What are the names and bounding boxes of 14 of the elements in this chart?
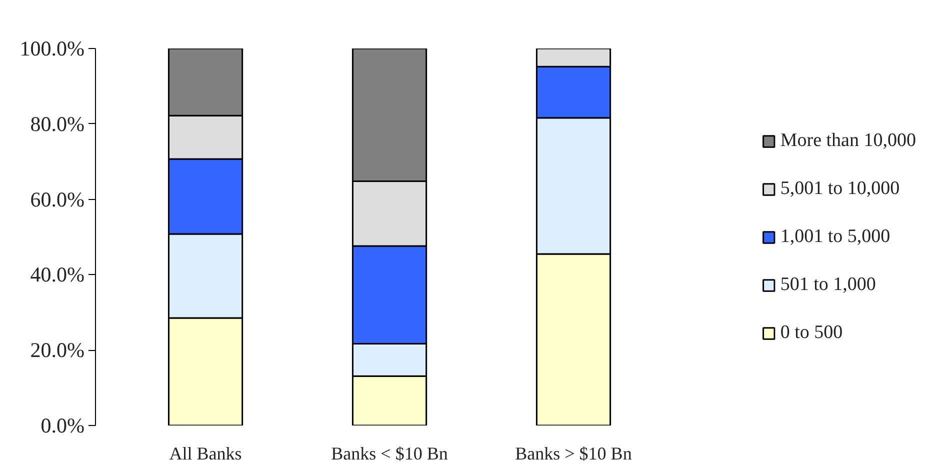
y-tick-label: 40.0% — [30, 262, 85, 287]
legend-label: 0 to 500 — [780, 322, 843, 344]
legend-label: 5,001 to 10,000 — [780, 178, 900, 200]
y-tick-label: 80.0% — [30, 112, 85, 136]
x-tick-label: Banks < $10 Bn — [331, 444, 448, 464]
y-tick-label: 100.0% — [20, 36, 85, 60]
y-tick-label: 60.0% — [30, 187, 85, 212]
x-tick-label: All Banks — [169, 444, 242, 464]
y-tick-label: 20.0% — [30, 338, 85, 362]
legend-label: 501 to 1,000 — [780, 274, 876, 296]
legend-label: More than 10,000 — [780, 130, 916, 152]
y-tick-label: 0.0% — [40, 414, 85, 438]
x-tick-label: Banks > $10 Bn — [515, 444, 632, 464]
legend-label: 1,001 to 5,000 — [780, 226, 890, 248]
